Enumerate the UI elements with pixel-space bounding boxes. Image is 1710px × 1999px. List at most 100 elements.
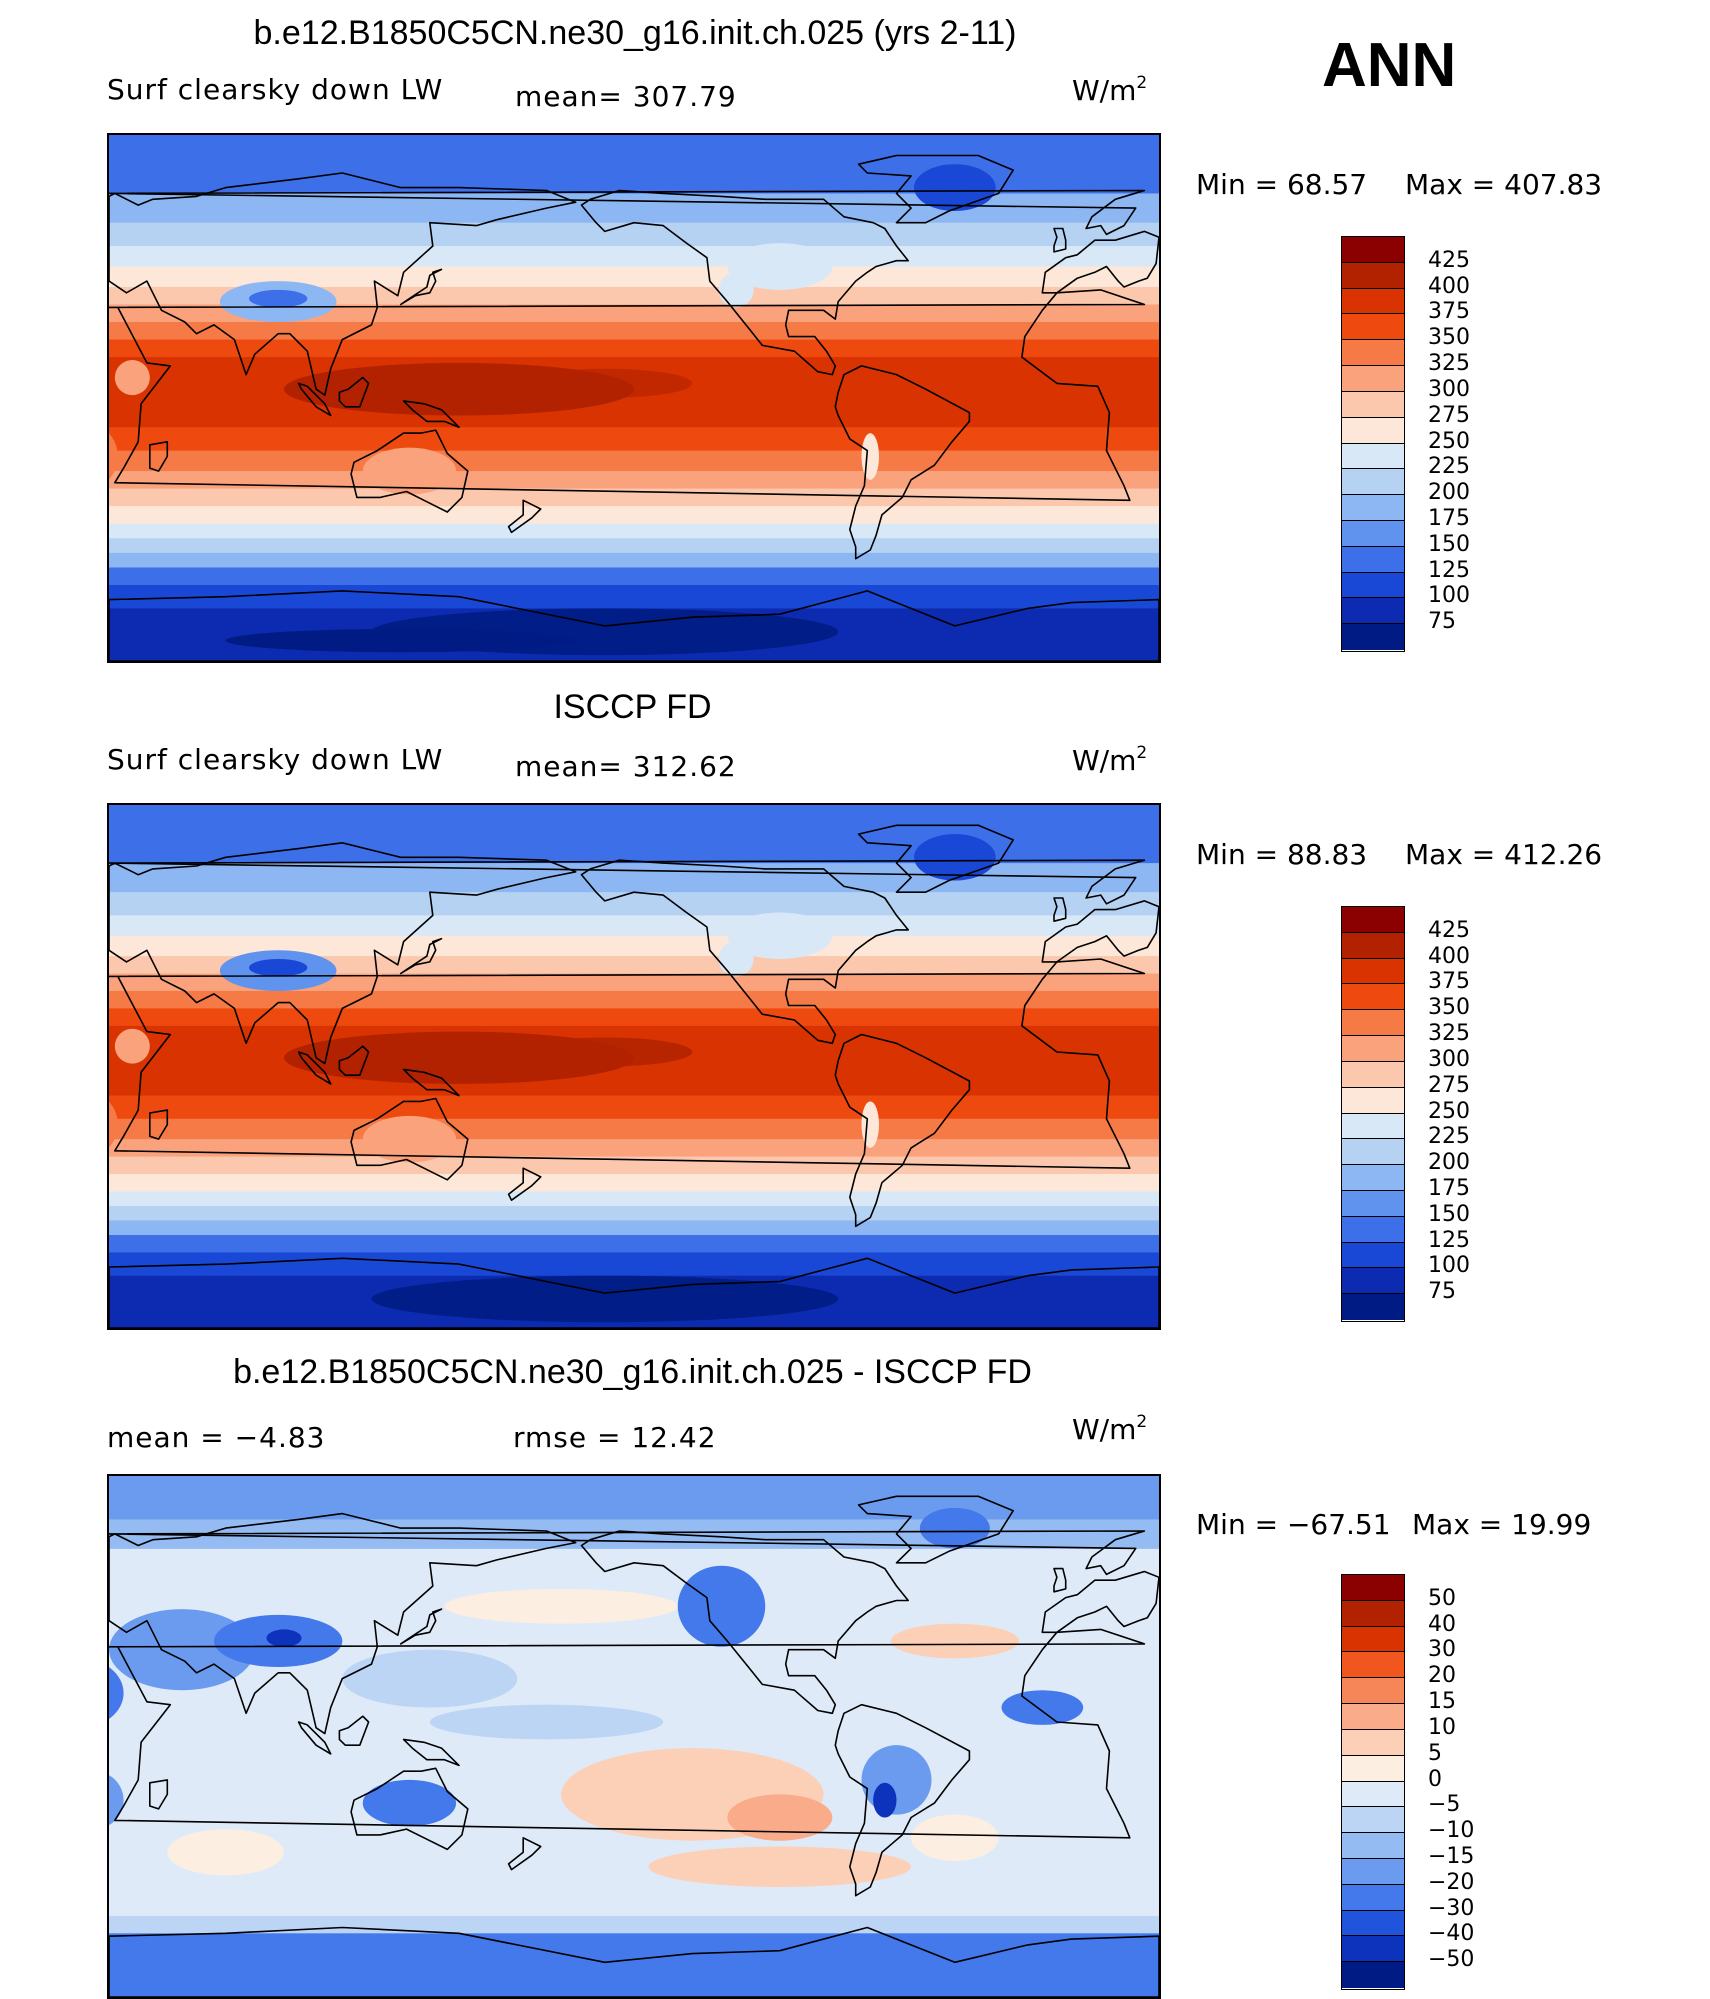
- contour-blob: [914, 164, 996, 211]
- contour-band: [109, 1174, 1159, 1192]
- contour-band: [109, 1235, 1159, 1253]
- contour-band: [109, 538, 1159, 554]
- colorbar-swatch: [1342, 1010, 1404, 1037]
- coastline-southAmerica: [834, 1033, 971, 1228]
- colorbar-tick-label: 375: [1428, 299, 1470, 325]
- coastline-borneo: [338, 1045, 370, 1077]
- colorbar-tick-label: 125: [1428, 557, 1470, 583]
- colorbar-tick-label: 250: [1428, 1098, 1470, 1124]
- colorbar-tick-label: −5: [1428, 1792, 1461, 1818]
- contour-band: [109, 1933, 1159, 1997]
- colorbar-swatch: [1342, 1652, 1404, 1679]
- colorbar-tick-label: 325: [1428, 1021, 1470, 1047]
- colorbar-tick-label: 425: [1428, 247, 1470, 273]
- contour-band: [109, 322, 1159, 341]
- coastline-borneo: [338, 1715, 370, 1747]
- contour-blob: [861, 1101, 879, 1148]
- panel-1-max: Max = 407.83: [1405, 168, 1603, 201]
- contour-blob: [890, 1623, 1019, 1659]
- colorbar-swatch: [1342, 907, 1404, 933]
- colorbar-swatch: [1342, 598, 1404, 625]
- coastline-newguinea: [402, 1068, 460, 1097]
- colorbar-swatch: [1342, 1087, 1404, 1114]
- coastline-newguinea: [402, 400, 460, 429]
- colorbar-tick-label: 75: [1428, 1279, 1456, 1305]
- colorbar-swatch: [1342, 958, 1404, 985]
- colorbar-swatch: [1342, 520, 1404, 547]
- colorbar-swatch: [1342, 1729, 1404, 1756]
- colorbar-tick-label: 150: [1428, 1201, 1470, 1227]
- colorbar-swatch: [1342, 572, 1404, 599]
- contour-blob: [371, 1275, 839, 1323]
- colorbar-tick-label: 5: [1428, 1740, 1442, 1766]
- contour-blob: [718, 272, 754, 308]
- coastline-northAmerica: [580, 189, 910, 376]
- coastline-northAmerica: [580, 1530, 910, 1715]
- colorbar-tick-label: 275: [1428, 1072, 1470, 1098]
- contour-blob: [517, 1037, 693, 1067]
- contour-blob: [648, 1846, 912, 1888]
- contour-blob: [914, 834, 996, 881]
- coastline-australia: [350, 1097, 469, 1181]
- colorbar-swatch: [1342, 340, 1404, 367]
- coastline-scand: [109, 189, 1146, 236]
- contour-blob: [727, 912, 833, 959]
- colorbar-swatch: [1342, 1139, 1404, 1166]
- contour-blob: [266, 1629, 302, 1647]
- contour-band: [109, 427, 1159, 452]
- contour-band: [109, 193, 1159, 224]
- contour-band: [109, 935, 1159, 957]
- panel-3-colorbar-labels: 50 40 30 20 15 10 5 0 −5 −10 −15 −20 −30 −40 −50: [1420, 1586, 1540, 1978]
- coastline-greenland: [857, 154, 1015, 224]
- panel-2-min: Min = 88.83: [1196, 838, 1368, 871]
- colorbar-swatch: [1342, 237, 1404, 263]
- panel-2-mean: mean= 312.62: [515, 750, 737, 783]
- contour-blob: [1001, 1690, 1084, 1725]
- contour-blob: [429, 1704, 664, 1740]
- contour-blob: [861, 433, 879, 480]
- contour-blob: [362, 447, 457, 495]
- colorbar-tick-label: 75: [1428, 609, 1456, 635]
- contour-blob: [109, 1667, 124, 1719]
- colorbar-swatch: [1342, 1294, 1404, 1320]
- colorbar-swatch: [1342, 443, 1404, 470]
- contour-blob: [517, 368, 693, 398]
- panel-3-mean: mean = −4.83: [107, 1421, 326, 1454]
- colorbar-tick-label: 30: [1428, 1637, 1456, 1663]
- contour-blob: [727, 243, 833, 290]
- contour-blob: [444, 1588, 678, 1624]
- colorbar-tick-label: 400: [1428, 943, 1470, 969]
- colorbar-tick-label: 200: [1428, 1150, 1470, 1176]
- contour-band: [109, 471, 1159, 490]
- colorbar-swatch: [1342, 1807, 1404, 1834]
- panel-1-min: Min = 68.57: [1196, 168, 1368, 201]
- coastline-europe: [1041, 230, 1159, 294]
- colorbar-swatch: [1342, 1268, 1404, 1295]
- panel-2-units: W/m2: [1072, 743, 1148, 777]
- panel-3-units: W/m2: [1072, 1412, 1148, 1446]
- coastline-europe: [1041, 900, 1159, 963]
- colorbar-tick-label: 10: [1428, 1714, 1456, 1740]
- colorbar-tick-label: 250: [1428, 428, 1470, 454]
- contour-band: [109, 1139, 1159, 1158]
- colorbar-tick-label: 20: [1428, 1663, 1456, 1689]
- panel-2-colorbar: [1341, 906, 1405, 1322]
- colorbar-swatch: [1342, 1575, 1404, 1601]
- contour-blob: [911, 1814, 999, 1861]
- colorbar-tick-label: 15: [1428, 1689, 1456, 1715]
- coastline-europe: [1041, 1570, 1159, 1634]
- coastline-sumatra: [297, 382, 332, 417]
- colorbar-swatch: [1342, 624, 1404, 650]
- colorbar-swatch: [1342, 1242, 1404, 1269]
- coastline-africa: [109, 289, 1146, 502]
- colorbar-swatch: [1342, 495, 1404, 521]
- colorbar-swatch: [1342, 1884, 1404, 1911]
- colorbar-swatch: [1342, 1755, 1404, 1782]
- contour-blob: [919, 1507, 990, 1549]
- panel-3-map: [107, 1474, 1161, 1999]
- colorbar-swatch: [1342, 417, 1404, 444]
- colorbar-tick-label: 40: [1428, 1611, 1456, 1637]
- colorbar-tick-label: 0: [1428, 1766, 1442, 1792]
- coastline-southAmerica: [834, 1703, 971, 1897]
- contour-band: [109, 506, 1159, 525]
